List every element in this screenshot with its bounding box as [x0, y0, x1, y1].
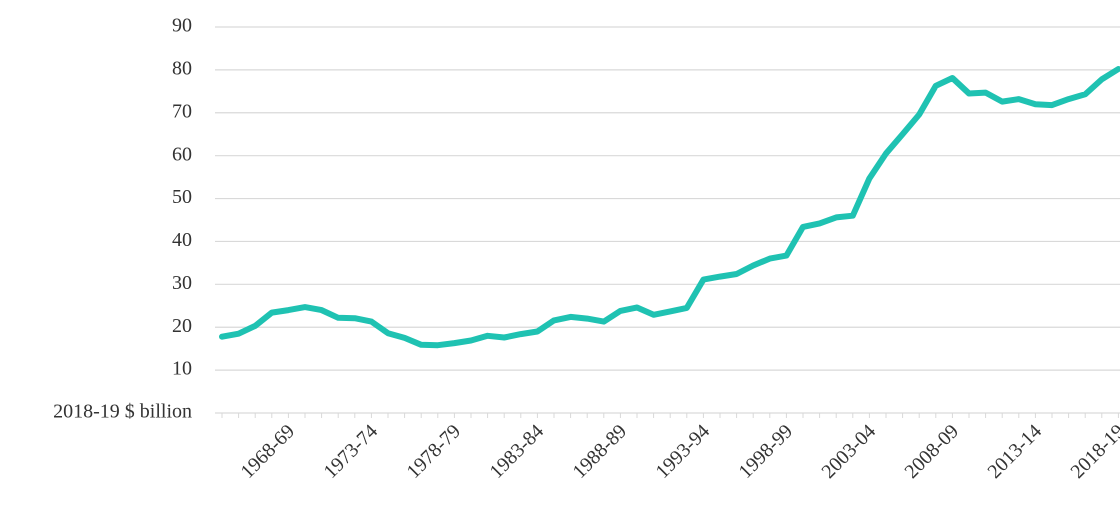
y-tick-label: 50 — [172, 186, 192, 208]
y-tick-label: 40 — [172, 229, 192, 251]
y-tick-label: 60 — [172, 143, 192, 165]
x-tick-label: 1968-69 — [236, 420, 299, 483]
x-tick-label: 1988-89 — [568, 420, 631, 483]
data-line — [219, 66, 1120, 349]
y-tick-label: 20 — [172, 315, 192, 337]
x-tick-label: 2008-09 — [900, 420, 963, 483]
x-tick-label: 2003-04 — [817, 420, 880, 483]
x-tick-label: 1973-74 — [319, 420, 382, 483]
x-tick-label: 1998-99 — [734, 420, 797, 483]
y-tick-label: 70 — [172, 100, 192, 122]
y-tick-label: 10 — [172, 358, 192, 380]
y-tick-label: 90 — [172, 15, 192, 37]
y-tick-label: 30 — [172, 272, 192, 294]
x-tick-label: 2013-14 — [983, 420, 1046, 483]
y-tick-label: 80 — [172, 57, 192, 79]
x-tick-label: 1993-94 — [651, 420, 714, 483]
y-tick-label: 2018-19 $ billion — [53, 401, 192, 423]
x-tick-label: 2018-19 — [1066, 420, 1120, 483]
x-tick-label: 1983-84 — [485, 420, 548, 483]
x-tick-label: 1978-79 — [402, 420, 465, 483]
